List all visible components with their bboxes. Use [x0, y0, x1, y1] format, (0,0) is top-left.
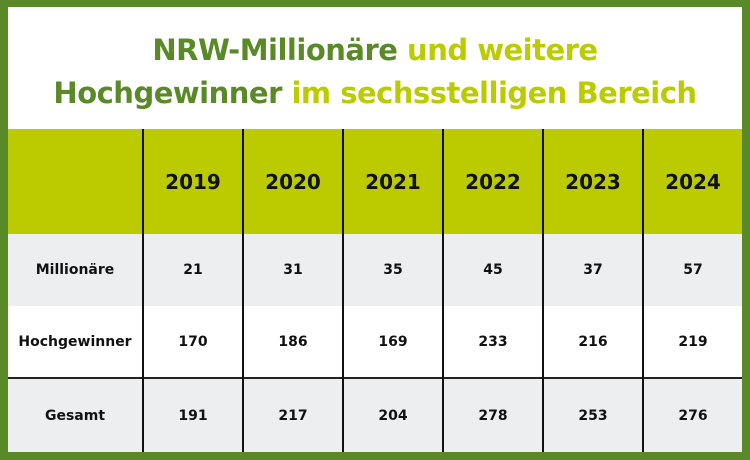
table-cell: 278 [442, 378, 543, 452]
table-row-millionaires: Millionäre 21 31 35 45 37 57 [8, 234, 742, 306]
table-cell: 169 [342, 306, 443, 378]
table-cell: 216 [542, 306, 643, 378]
header-year-2023: 2023 [542, 129, 643, 234]
table-cell: 35 [342, 234, 443, 306]
table-cell: 276 [642, 378, 742, 452]
row-label: Hochgewinner [18, 333, 132, 350]
table-cell: 186 [242, 306, 343, 378]
row-label: Gesamt [44, 407, 106, 424]
table-row-high-winners: Hochgewinner 170 186 169 233 216 219 [8, 306, 742, 378]
header-year-2021: 2021 [342, 129, 443, 234]
row-label: Millionäre [35, 262, 115, 278]
table-cell: 45 [442, 234, 543, 306]
title-line-2: Hochgewinner im sechsstelligen Bereich [8, 72, 742, 115]
table-cell: 217 [242, 378, 343, 452]
infographic-frame: NRW-Millionäre und weitere Hochgewinner … [8, 7, 742, 452]
title-text-and-more: und weitere [407, 33, 598, 67]
title-line-1: NRW-Millionäre und weitere [8, 29, 742, 72]
table-cell: 21 [142, 234, 243, 306]
table-cell: 191 [142, 378, 243, 452]
header-year-2019: 2019 [142, 129, 243, 234]
table-cell: 57 [642, 234, 742, 306]
header-year-2020: 2020 [242, 129, 343, 234]
table-cell: 233 [442, 306, 543, 378]
table-cell: 170 [142, 306, 243, 378]
page-title: NRW-Millionäre und weitere Hochgewinner … [8, 29, 742, 115]
header-year-2024: 2024 [642, 129, 742, 234]
table-cell: 37 [542, 234, 643, 306]
winners-table: 2019 2020 2021 2022 2023 2024 Millionäre… [8, 129, 742, 452]
title-highlight-high-winners: Hochgewinner [53, 76, 282, 110]
table-cell: 219 [642, 306, 742, 378]
table-cell: 31 [242, 234, 343, 306]
title-text-six-figure: im sechsstelligen Bereich [291, 76, 697, 110]
title-highlight-millionaires: NRW-Millionäre [152, 33, 398, 67]
table-header-row: 2019 2020 2021 2022 2023 2024 [8, 129, 742, 234]
table-cell: 253 [542, 378, 643, 452]
table-row-total: Gesamt 191 217 204 278 253 276 [8, 378, 742, 452]
table-cell: 204 [342, 378, 443, 452]
header-year-2022: 2022 [442, 129, 543, 234]
header-corner-cell [8, 129, 143, 234]
